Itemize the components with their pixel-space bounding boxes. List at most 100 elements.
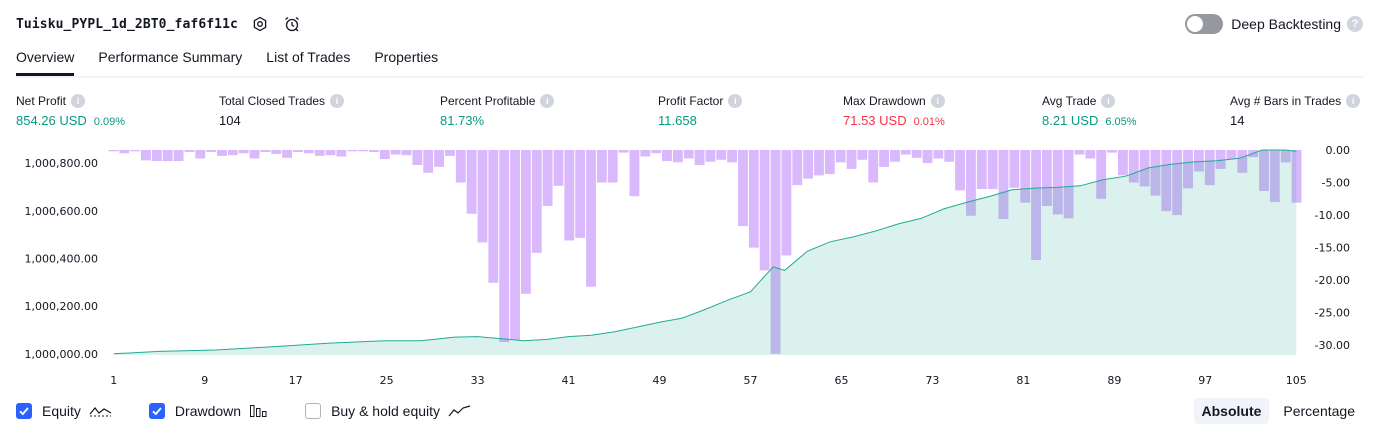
drawdown-bar[interactable] (987, 150, 998, 190)
info-icon[interactable]: i (1101, 94, 1116, 108)
drawdown-bar[interactable] (933, 150, 944, 159)
drawdown-bar[interactable] (423, 150, 434, 173)
drawdown-bar[interactable] (814, 150, 824, 176)
equity-checkbox[interactable] (16, 403, 32, 419)
drawdown-bar[interactable] (379, 150, 390, 160)
drawdown-bar[interactable] (444, 150, 455, 156)
legend-buy-hold[interactable]: Buy & hold equity (305, 403, 472, 419)
drawdown-bar[interactable] (672, 150, 683, 163)
drawdown-bar[interactable] (173, 150, 184, 162)
drawdown-bar[interactable] (705, 150, 716, 162)
mode-absolute[interactable]: Absolute (1193, 398, 1270, 424)
drawdown-bar[interactable] (738, 150, 748, 227)
drawdown-bar[interactable] (1128, 150, 1139, 183)
drawdown-bar[interactable] (1280, 150, 1291, 163)
drawdown-bar[interactable] (629, 150, 640, 197)
drawdown-bar[interactable] (618, 150, 629, 153)
alarm-clock-icon[interactable] (282, 14, 302, 34)
drawdown-bar[interactable] (336, 150, 347, 157)
drawdown-bar[interactable] (759, 150, 770, 271)
drawdown-bar[interactable] (824, 150, 835, 175)
drawdown-bar[interactable] (792, 150, 803, 186)
drawdown-bar[interactable] (727, 150, 738, 163)
drawdown-bar[interactable] (260, 150, 271, 152)
drawdown-bar[interactable] (141, 150, 151, 161)
drawdown-bar[interactable] (477, 150, 488, 243)
drawdown-bar[interactable] (531, 150, 542, 253)
drawdown-bar[interactable] (369, 150, 379, 152)
legend-equity[interactable]: Equity (16, 403, 113, 419)
drawdown-bar[interactable] (596, 150, 607, 183)
drawdown-bar[interactable] (607, 150, 618, 183)
drawdown-bar[interactable] (488, 150, 499, 283)
drawdown-bar[interactable] (1237, 150, 1248, 173)
drawdown-bar[interactable] (1215, 150, 1226, 169)
tab-list-of-trades[interactable]: List of Trades (266, 49, 351, 65)
info-icon[interactable]: i (728, 94, 743, 108)
drawdown-bar[interactable] (748, 150, 759, 248)
drawdown-bar[interactable] (1226, 150, 1237, 160)
drawdown-bar[interactable] (770, 150, 781, 354)
drawdown-bar[interactable] (227, 150, 238, 156)
info-icon[interactable]: i (540, 94, 555, 108)
drawdown-bar[interactable] (303, 150, 314, 154)
drawdown-bar[interactable] (434, 150, 444, 167)
drawdown-bar[interactable] (586, 150, 596, 287)
legend-drawdown[interactable]: Drawdown (148, 403, 269, 419)
drawdown-bar[interactable] (857, 150, 868, 160)
mode-percentage[interactable]: Percentage (1283, 403, 1355, 419)
drawdown-bar[interactable] (314, 150, 325, 156)
drawdown-bar[interactable] (1139, 150, 1150, 187)
drawdown-bar[interactable] (1117, 150, 1128, 176)
drawdown-bar[interactable] (520, 150, 531, 294)
drawdown-bar[interactable] (1107, 150, 1117, 153)
drawdown-bar[interactable] (955, 150, 965, 191)
drawdown-bar[interactable] (1052, 150, 1063, 215)
drawdown-bar[interactable] (922, 150, 933, 164)
drawdown-bar[interactable] (1041, 150, 1052, 206)
drawdown-bar[interactable] (662, 150, 672, 162)
drawdown-bar[interactable] (195, 150, 206, 159)
drawdown-bar[interactable] (510, 150, 520, 341)
drawdown-bar[interactable] (694, 150, 705, 165)
drawdown-bar[interactable] (944, 150, 955, 162)
drawdown-bar[interactable] (803, 150, 814, 179)
tab-properties[interactable]: Properties (374, 49, 439, 65)
drawdown-bar[interactable] (1183, 150, 1193, 189)
drawdown-bar[interactable] (293, 150, 303, 152)
drawdown-bar[interactable] (347, 150, 358, 152)
drawdown-bar[interactable] (1172, 150, 1183, 216)
drawdown-bar[interactable] (1074, 150, 1085, 155)
drawdown-bar[interactable] (542, 150, 553, 206)
drawdown-bar[interactable] (206, 150, 217, 152)
drawdown-bar[interactable] (846, 150, 857, 169)
drawdown-bar[interactable] (217, 150, 227, 156)
drawdown-bar[interactable] (238, 150, 249, 154)
drawdown-bar[interactable] (1020, 150, 1031, 203)
settings-icon[interactable] (250, 14, 270, 34)
drawdown-bar[interactable] (651, 150, 662, 154)
drawdown-bar[interactable] (1259, 150, 1269, 191)
info-icon[interactable]: i (71, 94, 86, 108)
drawdown-bar[interactable] (890, 150, 900, 162)
drawdown-bar[interactable] (358, 150, 368, 152)
drawdown-bar[interactable] (455, 150, 466, 183)
drawdown-bar[interactable] (966, 150, 976, 216)
buy-hold-checkbox[interactable] (305, 403, 322, 419)
drawdown-bar[interactable] (911, 150, 922, 158)
drawdown-bar[interactable] (1096, 150, 1107, 199)
drawdown-bar[interactable] (1204, 150, 1215, 186)
drawdown-bar[interactable] (835, 150, 846, 163)
drawdown-bar[interactable] (184, 150, 195, 152)
drawdown-bar[interactable] (716, 150, 727, 160)
drawdown-checkbox[interactable] (148, 403, 165, 419)
drawdown-bar[interactable] (1161, 150, 1172, 212)
drawdown-bar[interactable] (1085, 150, 1096, 159)
drawdown-bar[interactable] (282, 150, 293, 158)
drawdown-bar[interactable] (249, 150, 260, 159)
drawdown-bar[interactable] (1291, 150, 1302, 203)
drawdown-bar[interactable] (466, 150, 477, 214)
tab-performance-summary[interactable]: Performance Summary (98, 49, 243, 65)
drawdown-bar[interactable] (683, 150, 694, 159)
drawdown-bar[interactable] (640, 150, 651, 157)
